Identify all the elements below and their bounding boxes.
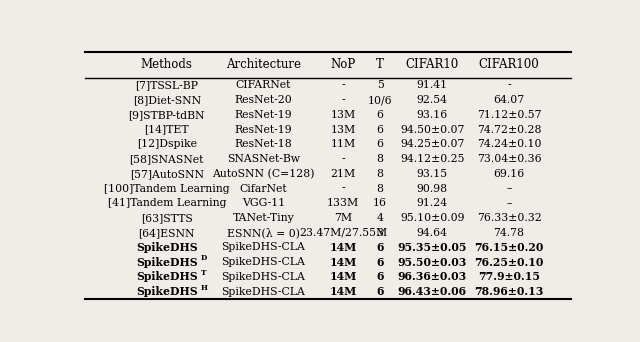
- Text: ResNet-18: ResNet-18: [235, 139, 292, 149]
- Text: 6: 6: [376, 272, 384, 282]
- Text: CIFAR100: CIFAR100: [479, 58, 540, 71]
- Text: 11M: 11M: [330, 139, 355, 149]
- Text: H: H: [200, 284, 207, 292]
- Text: 133M: 133M: [327, 198, 359, 208]
- Text: 14M: 14M: [329, 272, 356, 282]
- Text: Architecture: Architecture: [226, 58, 301, 71]
- Text: ResNet-19: ResNet-19: [235, 110, 292, 120]
- Text: 13M: 13M: [330, 124, 355, 134]
- Text: -: -: [341, 80, 345, 90]
- Text: 13M: 13M: [330, 110, 355, 120]
- Text: 94.12±0.25: 94.12±0.25: [400, 154, 465, 164]
- Text: 76.25±0.10: 76.25±0.10: [474, 257, 544, 268]
- Text: 8: 8: [376, 184, 383, 194]
- Text: ResNet-19: ResNet-19: [235, 124, 292, 134]
- Text: 78.96±0.13: 78.96±0.13: [474, 286, 544, 297]
- Text: 77.9±0.15: 77.9±0.15: [478, 272, 540, 282]
- Text: 6: 6: [376, 110, 383, 120]
- Text: 23.47M/27.55M: 23.47M/27.55M: [299, 228, 387, 238]
- Text: 90.98: 90.98: [417, 184, 448, 194]
- Text: SpikeDHS-CLA: SpikeDHS-CLA: [221, 242, 305, 252]
- Text: SpikeDHS: SpikeDHS: [136, 272, 198, 282]
- Text: 14M: 14M: [329, 286, 356, 297]
- Text: 6: 6: [376, 139, 383, 149]
- Text: 94.25±0.07: 94.25±0.07: [400, 139, 465, 149]
- Text: 21M: 21M: [330, 169, 355, 179]
- Text: -: -: [341, 154, 345, 164]
- Text: 14M: 14M: [329, 242, 356, 253]
- Text: [9]STBP-tdBN: [9]STBP-tdBN: [129, 110, 205, 120]
- Text: 91.24: 91.24: [417, 198, 448, 208]
- Text: 6: 6: [376, 242, 384, 253]
- Text: [57]AutoSNN: [57]AutoSNN: [130, 169, 204, 179]
- Text: 95.35±0.05: 95.35±0.05: [397, 242, 467, 253]
- Text: 64.07: 64.07: [493, 95, 525, 105]
- Text: 76.33±0.32: 76.33±0.32: [477, 213, 541, 223]
- Text: 5: 5: [377, 80, 383, 90]
- Text: 92.54: 92.54: [417, 95, 447, 105]
- Text: SpikeDHS-CLA: SpikeDHS-CLA: [221, 287, 305, 297]
- Text: 74.78: 74.78: [493, 228, 525, 238]
- Text: 76.15±0.20: 76.15±0.20: [474, 242, 544, 253]
- Text: 16: 16: [373, 198, 387, 208]
- Text: –: –: [506, 198, 512, 208]
- Text: NoP: NoP: [330, 58, 355, 71]
- Text: -: -: [508, 80, 511, 90]
- Text: 8: 8: [376, 154, 383, 164]
- Text: SpikeDHS: SpikeDHS: [136, 242, 198, 253]
- Text: 6: 6: [376, 286, 384, 297]
- Text: 4: 4: [377, 213, 383, 223]
- Text: 95.50±0.03: 95.50±0.03: [397, 257, 467, 268]
- Text: 94.64: 94.64: [417, 228, 447, 238]
- Text: T: T: [376, 58, 384, 71]
- Text: SpikeDHS-CLA: SpikeDHS-CLA: [221, 257, 305, 267]
- Text: –: –: [506, 184, 512, 194]
- Text: AutoSNN (C=128): AutoSNN (C=128): [212, 169, 315, 179]
- Text: 93.15: 93.15: [417, 169, 448, 179]
- Text: 74.24±0.10: 74.24±0.10: [477, 139, 541, 149]
- Text: [63]STTS: [63]STTS: [141, 213, 193, 223]
- Text: CIFAR10: CIFAR10: [406, 58, 459, 71]
- Text: Methods: Methods: [141, 58, 193, 71]
- Text: 93.16: 93.16: [417, 110, 448, 120]
- Text: 94.50±0.07: 94.50±0.07: [400, 124, 465, 134]
- Text: CIFARNet: CIFARNet: [236, 80, 291, 90]
- Text: 69.16: 69.16: [493, 169, 525, 179]
- Text: 96.43±0.06: 96.43±0.06: [397, 286, 467, 297]
- Text: 8: 8: [376, 169, 383, 179]
- Text: 10/6: 10/6: [368, 95, 392, 105]
- Text: [64]ESNN: [64]ESNN: [138, 228, 195, 238]
- Text: 96.36±0.03: 96.36±0.03: [397, 272, 467, 282]
- Text: 73.04±0.36: 73.04±0.36: [477, 154, 541, 164]
- Text: CifarNet: CifarNet: [240, 184, 287, 194]
- Text: ResNet-20: ResNet-20: [235, 95, 292, 105]
- Text: [8]Diet-SNN: [8]Diet-SNN: [132, 95, 201, 105]
- Text: [58]SNASNet: [58]SNASNet: [130, 154, 204, 164]
- Text: 71.12±0.57: 71.12±0.57: [477, 110, 541, 120]
- Text: T: T: [200, 269, 206, 277]
- Text: D: D: [200, 254, 207, 262]
- Text: SNASNet-Bw: SNASNet-Bw: [227, 154, 300, 164]
- Text: [14]TET: [14]TET: [145, 124, 189, 134]
- Text: TANet-Tiny: TANet-Tiny: [233, 213, 294, 223]
- Text: 91.41: 91.41: [417, 80, 448, 90]
- Text: [12]Dspike: [12]Dspike: [137, 139, 197, 149]
- Text: 14M: 14M: [329, 257, 356, 268]
- Text: 7M: 7M: [334, 213, 352, 223]
- Text: SpikeDHS-CLA: SpikeDHS-CLA: [221, 272, 305, 282]
- Text: -: -: [341, 95, 345, 105]
- Text: 95.10±0.09: 95.10±0.09: [400, 213, 465, 223]
- Text: 6: 6: [376, 124, 383, 134]
- Text: SpikeDHS: SpikeDHS: [136, 257, 198, 268]
- Text: VGG-11: VGG-11: [242, 198, 285, 208]
- Text: [7]TSSL-BP: [7]TSSL-BP: [135, 80, 198, 90]
- Text: -: -: [341, 184, 345, 194]
- Text: 6: 6: [376, 257, 384, 268]
- Text: 3: 3: [376, 228, 383, 238]
- Text: [41]Tandem Learning: [41]Tandem Learning: [108, 198, 226, 208]
- Text: SpikeDHS: SpikeDHS: [136, 286, 198, 297]
- Text: ESNN(λ = 0): ESNN(λ = 0): [227, 227, 300, 238]
- Text: 74.72±0.28: 74.72±0.28: [477, 124, 541, 134]
- Text: [100]Tandem Learning: [100]Tandem Learning: [104, 184, 230, 194]
